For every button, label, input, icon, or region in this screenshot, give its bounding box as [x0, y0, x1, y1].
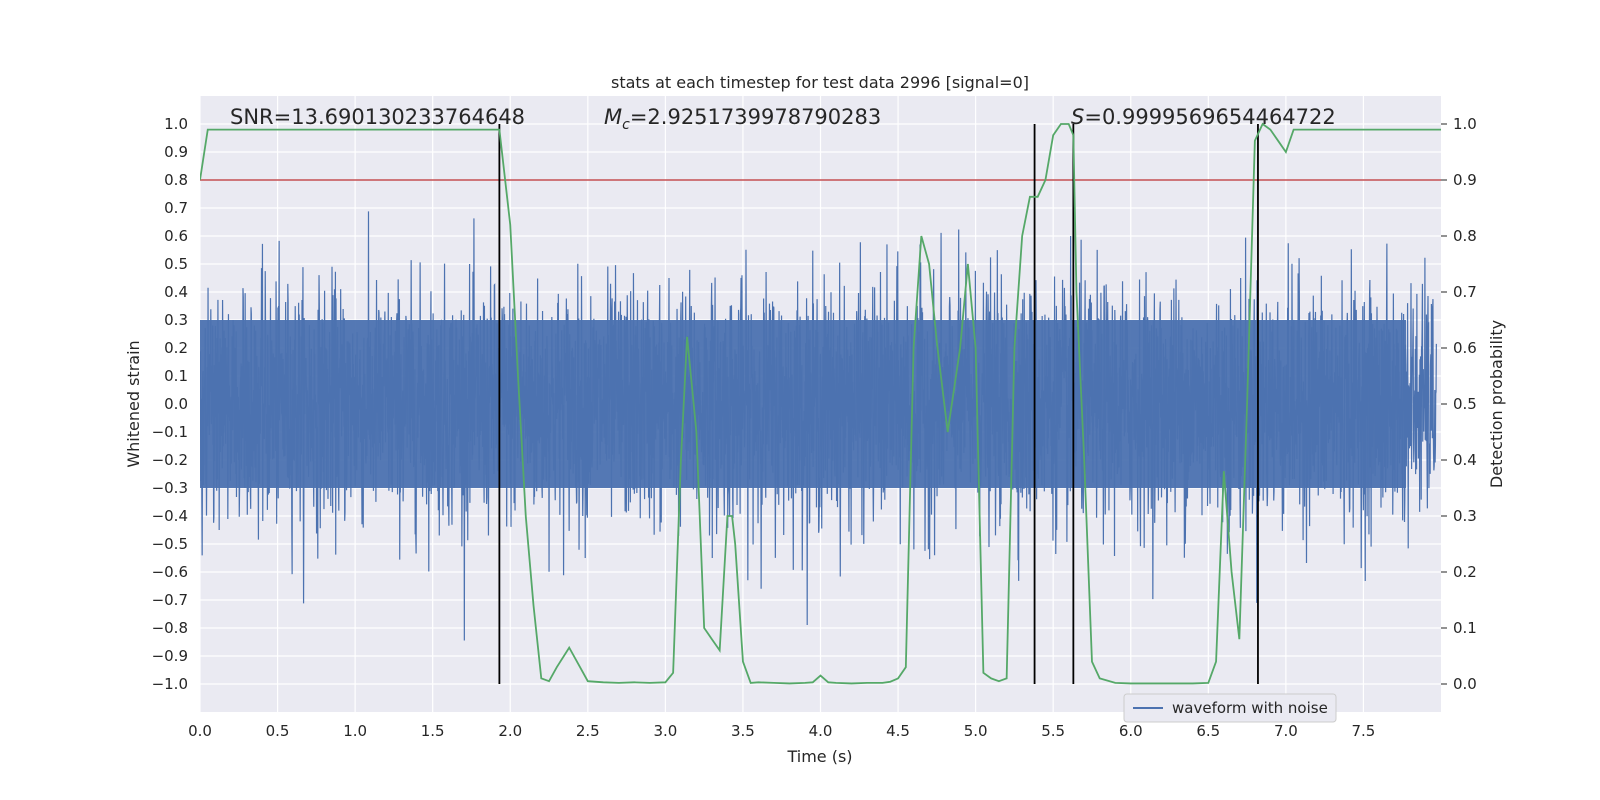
legend: waveform with noise [1123, 693, 1337, 723]
x-tick-label: 7.0 [1274, 722, 1298, 740]
legend-label: waveform with noise [1172, 699, 1328, 717]
vertical-markers [498, 124, 1259, 684]
y-tick-label: −0.4 [152, 507, 188, 525]
y-tick-label: 0.9 [164, 143, 188, 161]
y-tick-label: 0.0 [164, 395, 188, 413]
waveform-core [200, 320, 1406, 488]
y-tick-label: 0.5 [164, 255, 188, 273]
y2-tick-label: 1.0 [1453, 115, 1477, 133]
x-tick-label: 0.0 [188, 722, 212, 740]
s-value: =0.9999569654464722 [1084, 105, 1335, 129]
y-axis-label: Whitened strain [124, 340, 143, 467]
y-tick-label: 0.1 [164, 367, 188, 385]
y2-tick-label: 0.8 [1453, 227, 1477, 245]
y-tick-label: 1.0 [164, 115, 188, 133]
legend-box [1123, 693, 1337, 723]
y2-tick-label: 0.1 [1453, 619, 1477, 637]
x-tick-label: 6.0 [1119, 722, 1143, 740]
snr-annotation: SNR=13.690130233764648 [230, 105, 525, 129]
y-tick-label: −0.6 [152, 563, 188, 581]
chirp-mass-subscript: c [622, 117, 630, 133]
x-tick-label: 2.0 [498, 722, 522, 740]
waveform-series [200, 211, 1437, 641]
y-tick-label: 0.2 [164, 339, 188, 357]
x-tick-label: 7.5 [1352, 722, 1376, 740]
s-symbol: S [1071, 105, 1084, 129]
y2-axis-ticks: 1.0 0.9 0.8 0.7 0.6 0.5 0.4 0.3 0.2 0.1 0.0 [1441, 115, 1477, 693]
y-tick-label: 0.6 [164, 227, 188, 245]
y-tick-label: −1.0 [152, 675, 188, 693]
y-tick-label: −0.9 [152, 647, 188, 665]
snr-s-annotation: S=0.9999569654464722 [1071, 105, 1336, 129]
chirp-mass-symbol: M [604, 105, 622, 129]
y2-tick-label: 0.9 [1453, 171, 1477, 189]
y2-tick-label: 0.7 [1453, 283, 1477, 301]
probability-series [200, 122, 1441, 685]
y2-tick-label: 0.3 [1453, 507, 1477, 525]
y2-tick-label: 0.5 [1453, 395, 1477, 413]
y-tick-label: −0.7 [152, 591, 188, 609]
x-tick-label: 5.0 [964, 722, 988, 740]
x-tick-label: 1.0 [343, 722, 367, 740]
x-tick-label: 6.5 [1196, 722, 1220, 740]
x-tick-label: 3.0 [653, 722, 677, 740]
y-axis-ticks: 1.0 0.9 0.8 0.7 0.6 0.5 0.4 0.3 0.2 0.1 0.0 −0.1 −0.… [152, 115, 188, 693]
x-tick-label: 2.5 [576, 722, 600, 740]
y-tick-label: −0.2 [152, 451, 188, 469]
y-tick-label: −0.1 [152, 423, 188, 441]
y-tick-label: −0.3 [152, 479, 188, 497]
y-tick-label: −0.5 [152, 535, 188, 553]
y2-tick-label: 0.4 [1453, 451, 1477, 469]
x-tick-label: 3.5 [731, 722, 755, 740]
x-axis-ticks: 0.0 0.5 1.0 1.5 2.0 2.5 3.0 3.5 4.0 4.5 5.0 5.5 6.0 6… [188, 722, 1375, 740]
y-tick-label: 0.3 [164, 311, 188, 329]
y2-tick-label: 0.6 [1453, 339, 1477, 357]
chirp-mass-value: =2.9251739978790283 [630, 105, 881, 129]
x-tick-label: 1.5 [421, 722, 445, 740]
x-tick-label: 4.0 [809, 722, 833, 740]
y-tick-label: 0.8 [164, 171, 188, 189]
y2-tick-label: 0.2 [1453, 563, 1477, 581]
probability-line [200, 122, 1441, 685]
y-tick-label: 0.7 [164, 199, 188, 217]
x-tick-label: 4.5 [886, 722, 910, 740]
y-tick-label: 0.4 [164, 283, 188, 301]
chirp-mass-annotation: Mc=2.9251739978790283 [604, 105, 881, 133]
x-tick-label: 0.5 [266, 722, 290, 740]
y2-tick-label: 0.0 [1453, 675, 1477, 693]
chart-title: stats at each timestep for test data 299… [611, 73, 1029, 92]
y2-axis-label: Detection probability [1487, 320, 1506, 488]
x-tick-label: 5.5 [1041, 722, 1065, 740]
y-tick-label: −0.8 [152, 619, 188, 637]
x-axis-label: Time (s) [786, 747, 852, 766]
